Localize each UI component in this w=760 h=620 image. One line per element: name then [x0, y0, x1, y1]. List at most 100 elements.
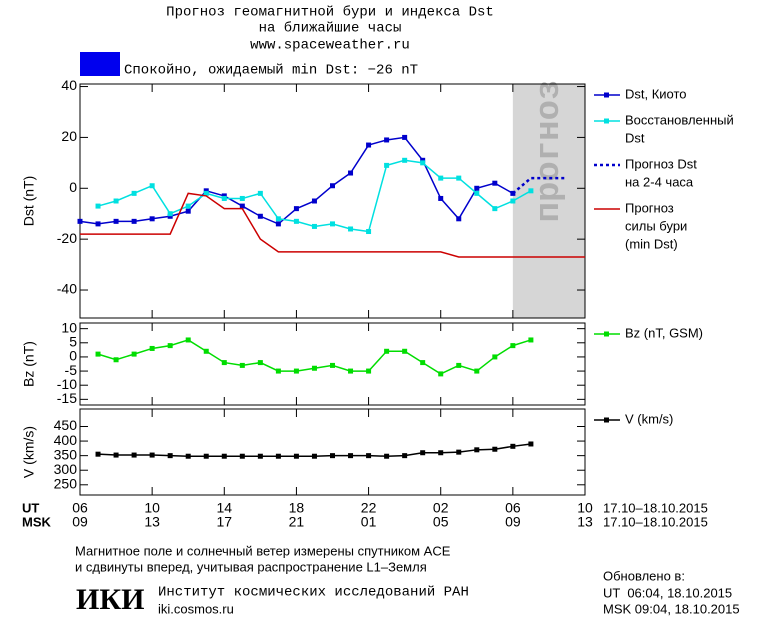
point [402, 157, 408, 163]
point [384, 162, 390, 168]
y-tick-label: -5 [65, 362, 78, 378]
frame [79, 408, 586, 496]
point [528, 337, 534, 343]
updated-msk: MSK 09:04, 18.10.2015 [603, 601, 740, 616]
institute: Институт космических исследований РАН [158, 584, 469, 601]
title: на ближайшие часы [259, 20, 402, 37]
legend-marker [604, 417, 609, 423]
y-tick-label: -15 [57, 390, 77, 406]
point [311, 365, 317, 371]
point [456, 216, 462, 222]
url: www.spaceweather.ru [250, 38, 410, 54]
y-axis-label: V (km/s) [21, 426, 37, 478]
series-line [80, 192, 585, 258]
legend-label: на 2-4 часа [625, 174, 694, 189]
y-tick-label: -10 [57, 376, 77, 392]
legend-label: Прогноз [625, 200, 674, 215]
y-tick-label: 250 [54, 475, 78, 491]
point [366, 453, 372, 459]
point [293, 368, 299, 374]
x-tick-label: 06 [72, 500, 88, 516]
y-tick-label: -40 [57, 281, 77, 297]
legend-label: Прогноз Dst [625, 156, 697, 171]
point [366, 142, 372, 148]
point [456, 175, 462, 181]
point [149, 216, 155, 222]
legend-label: V (km/s) [625, 411, 673, 426]
point [438, 450, 444, 456]
point [149, 345, 155, 351]
point [203, 453, 209, 459]
point [492, 354, 498, 360]
point [221, 195, 227, 201]
updated-ut: UT 06:04, 18.10.2015 [603, 585, 732, 600]
point [131, 351, 137, 357]
point [131, 218, 137, 224]
point [257, 453, 263, 459]
point [510, 198, 516, 204]
point [510, 443, 516, 449]
point [348, 368, 354, 374]
point [113, 452, 119, 458]
y-tick-label: 40 [61, 77, 77, 93]
institute-url: iki.cosmos.ru [158, 601, 234, 616]
x-tick-label: 10 [144, 500, 160, 516]
point [131, 452, 137, 458]
point [384, 137, 390, 143]
title: Прогноз геомагнитной бури и индекса Dst [166, 4, 494, 21]
point [293, 218, 299, 224]
point [95, 351, 101, 357]
legend-marker [604, 331, 609, 337]
x-tick-label: 10 [577, 500, 593, 516]
y-axis-label: Dst (nT) [21, 176, 37, 227]
point [311, 223, 317, 229]
status-box [80, 52, 120, 76]
series-line [512, 176, 567, 195]
y-tick-label: 450 [54, 417, 78, 433]
y-axis-label: Bz (nT) [21, 341, 37, 387]
legend-marker [604, 118, 609, 124]
point [311, 453, 317, 459]
legend-label: Dst [625, 130, 645, 145]
point [95, 451, 101, 457]
point [275, 368, 281, 374]
point [185, 203, 191, 209]
point [95, 203, 101, 209]
point [438, 175, 444, 181]
point [420, 157, 426, 163]
point [528, 188, 534, 194]
point [420, 360, 426, 366]
point [293, 206, 299, 212]
y-tick-label: 5 [69, 333, 77, 349]
logo: ИКИ [76, 583, 144, 616]
point [221, 193, 227, 199]
x-tick-label-msk: 13 [577, 514, 593, 530]
point [221, 360, 227, 366]
point [420, 160, 426, 166]
x-tick-label-msk: 09 [72, 514, 88, 530]
legend-label: силы бури [625, 218, 687, 233]
point [474, 447, 480, 453]
y-tick-label: 350 [54, 446, 78, 462]
point [113, 218, 119, 224]
point [474, 190, 480, 196]
forecast-region [512, 84, 585, 318]
point [456, 449, 462, 455]
point [492, 206, 498, 212]
point [311, 198, 317, 204]
point [239, 195, 245, 201]
point [167, 453, 173, 459]
point [348, 226, 354, 232]
point [510, 343, 516, 349]
point [149, 183, 155, 189]
y-tick-label: 300 [54, 461, 78, 477]
point [185, 453, 191, 459]
x-tick-label: 14 [216, 500, 232, 516]
point [221, 453, 227, 459]
point [257, 190, 263, 196]
x-row-label: MSK [22, 514, 52, 529]
frame [79, 83, 586, 319]
point [131, 190, 137, 196]
point [113, 357, 119, 363]
point [402, 453, 408, 459]
